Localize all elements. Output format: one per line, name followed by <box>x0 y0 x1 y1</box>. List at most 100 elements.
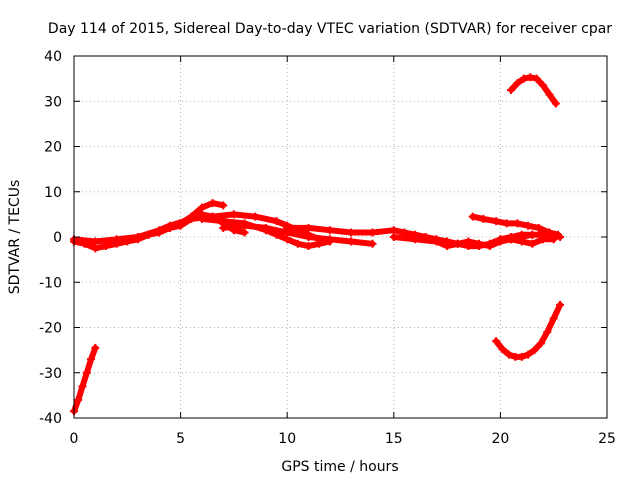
data-point <box>443 242 452 251</box>
data-point <box>304 242 313 251</box>
data-point <box>78 382 87 391</box>
data-point <box>513 219 522 228</box>
data-point <box>304 223 313 232</box>
data-point <box>513 79 522 88</box>
x-tick-label: 10 <box>278 431 296 447</box>
data-point <box>519 74 528 83</box>
data-point <box>82 368 91 377</box>
x-tick-label: 15 <box>385 431 403 447</box>
data-point <box>545 90 554 99</box>
data-point <box>219 201 228 210</box>
data-point <box>208 199 217 208</box>
data-point <box>87 355 96 364</box>
data-point <box>528 239 537 248</box>
data-point <box>304 233 313 241</box>
series-track-1 <box>71 344 99 415</box>
data-point <box>389 226 398 235</box>
data-point <box>325 226 334 235</box>
data-point <box>144 230 153 239</box>
data-point <box>432 237 441 246</box>
data-point <box>475 239 484 248</box>
y-tick-label: 30 <box>44 94 62 110</box>
data-point <box>347 237 356 246</box>
data-point <box>240 228 249 237</box>
data-point <box>517 352 526 361</box>
data-point <box>219 217 228 226</box>
y-tick-label: -10 <box>39 275 62 291</box>
data-point <box>556 300 565 309</box>
data-point <box>496 235 505 244</box>
data-point <box>549 230 558 239</box>
data-point <box>453 239 462 248</box>
data-point <box>526 73 535 82</box>
x-axis-label: GPS time / hours <box>281 459 398 475</box>
data-point <box>502 219 511 228</box>
x-tick-label: 25 <box>598 431 616 447</box>
data-point <box>165 221 174 230</box>
data-point <box>91 244 100 253</box>
data-point <box>485 242 494 251</box>
x-tick-label: 20 <box>491 431 509 447</box>
data-point <box>251 212 260 221</box>
data-point <box>492 337 501 346</box>
data-point <box>229 210 238 219</box>
data-point <box>530 346 539 355</box>
tick-labels: 0 5 10 15 20 25 -40 -30 -20 -10 0 10 20 30 40 <box>39 49 616 447</box>
data-point <box>293 239 302 248</box>
data-point <box>551 99 560 108</box>
data-point <box>528 230 537 239</box>
data-point <box>197 203 206 212</box>
data-point <box>549 314 558 323</box>
data-point <box>534 223 543 232</box>
data-point <box>368 239 377 248</box>
data-point <box>517 233 526 241</box>
series-track-5 <box>198 215 333 250</box>
x-tick-label: 0 <box>70 431 79 447</box>
data-point <box>539 81 548 90</box>
data-point <box>498 345 507 354</box>
data-point <box>464 237 473 246</box>
y-tick-label: -20 <box>39 321 62 337</box>
data-point <box>368 228 377 237</box>
data-point <box>272 217 281 226</box>
data-point <box>283 235 292 244</box>
y-axis-label: SDTVAR / TECUs <box>7 180 23 295</box>
data-point <box>133 233 142 241</box>
data-point <box>539 230 548 239</box>
data-point <box>261 223 270 232</box>
data-point <box>197 214 206 223</box>
y-tick-label: 20 <box>44 140 62 156</box>
data-point <box>556 233 565 241</box>
y-tick-label: -30 <box>39 366 62 382</box>
y-tick-label: 10 <box>44 185 62 201</box>
y-tick-label: 0 <box>53 230 62 246</box>
y-tick-label: 40 <box>44 49 62 65</box>
data-series <box>70 73 565 416</box>
data-point <box>507 235 516 244</box>
data-point <box>112 235 121 244</box>
data-point <box>283 223 292 232</box>
data-point <box>240 221 249 230</box>
data-point <box>507 85 516 94</box>
chart-title: Day 114 of 2015, Sidereal Day-to-day VTE… <box>48 21 612 37</box>
data-point <box>524 350 533 359</box>
data-point <box>504 350 513 359</box>
data-point <box>91 237 100 246</box>
y-tick-label: -40 <box>39 411 62 427</box>
data-point <box>347 228 356 237</box>
data-point <box>389 233 398 241</box>
data-point <box>479 214 488 223</box>
data-point <box>468 212 477 221</box>
data-point <box>532 74 541 83</box>
data-point <box>91 343 100 352</box>
data-point <box>524 221 533 230</box>
data-point <box>325 235 334 244</box>
data-point <box>219 223 228 232</box>
data-point <box>536 339 545 348</box>
axis-ticks <box>73 55 608 419</box>
data-point <box>74 395 83 404</box>
data-point <box>187 214 196 223</box>
data-point <box>492 217 501 226</box>
x-tick-label: 5 <box>176 431 185 447</box>
